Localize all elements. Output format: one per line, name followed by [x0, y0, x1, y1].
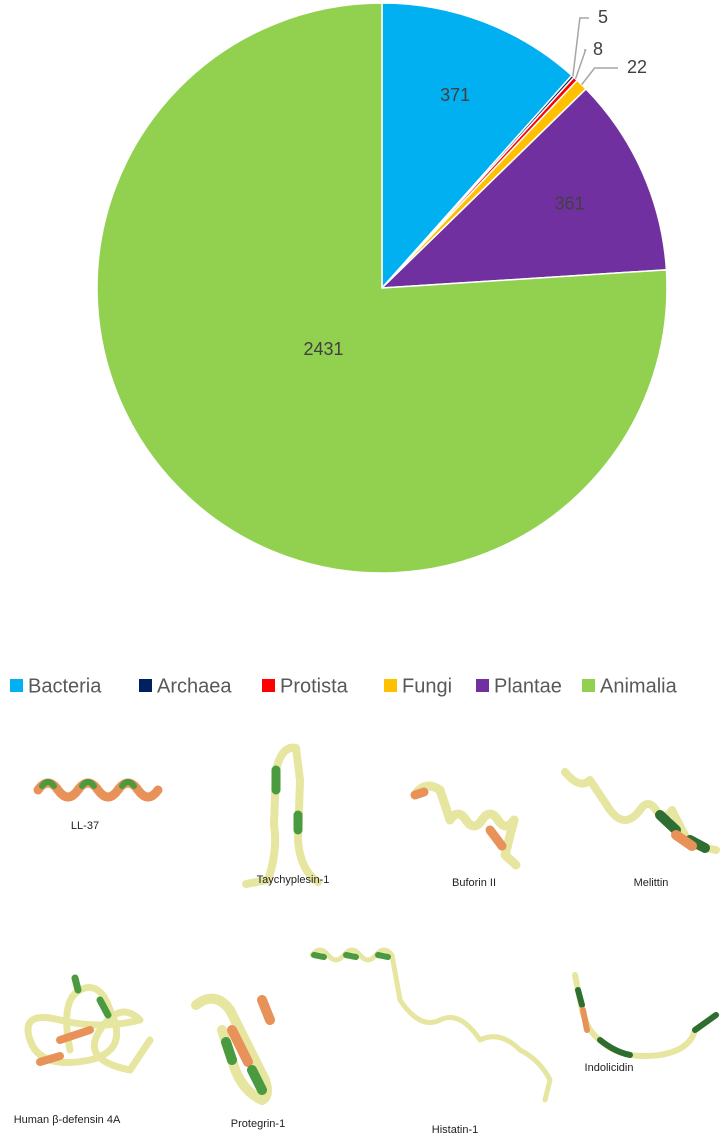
- structure-label: Taychyplesin-1: [257, 874, 330, 886]
- structure-ribbon: [410, 787, 507, 851]
- structure-ribbon: [575, 987, 719, 1058]
- structure-ribbon: [671, 830, 697, 851]
- legend-swatch: [582, 679, 595, 692]
- pie-slice: [381, 2, 573, 290]
- legend-text: Animalia: [600, 675, 678, 697]
- legend-swatch: [384, 679, 397, 692]
- legend-text: Protista: [280, 675, 349, 697]
- structure-ribbon: [71, 974, 112, 1019]
- structure-ribbon: [572, 972, 719, 1059]
- legend-text: Fungi: [402, 675, 452, 697]
- structure-ribbon: [271, 765, 303, 835]
- structure-ribbon: [221, 1037, 267, 1095]
- structure-ribbon: [311, 952, 391, 960]
- structure-label: Histatin-1: [432, 1124, 478, 1136]
- slice-label: 5: [598, 7, 608, 27]
- structure-label: Human β-defensin 4A: [14, 1114, 121, 1126]
- legend-text: Plantae: [494, 675, 562, 697]
- structure-images: [24, 743, 720, 1105]
- structure-label: Melittin: [634, 877, 669, 889]
- slice-label: 371: [440, 85, 470, 105]
- pie-slice: [96, 2, 668, 574]
- legend-text: Archaea: [157, 675, 232, 697]
- leader-line: [581, 67, 618, 86]
- slice-label: 8: [593, 39, 603, 59]
- legend-swatch: [10, 679, 23, 692]
- structure-label: Buforin II: [452, 877, 496, 889]
- structure-label: LL-37: [71, 820, 99, 832]
- structure-ribbon: [33, 778, 163, 802]
- slice-label: 2431: [303, 339, 343, 359]
- structure-ribbon: [24, 984, 154, 1074]
- leader-line: [574, 49, 587, 80]
- structure-label: Indolicidin: [585, 1062, 634, 1074]
- structure-ribbon: [191, 993, 272, 1105]
- structure-label: Protegrin-1: [231, 1118, 285, 1130]
- structure-ribbon: [580, 1007, 590, 1033]
- legend-swatch: [476, 679, 489, 692]
- slice-label: 22: [627, 57, 647, 77]
- structure-ribbon: [39, 779, 137, 789]
- structure-ribbon: [227, 995, 275, 1067]
- leader-line: [572, 17, 589, 77]
- slice-label: 361: [554, 193, 584, 213]
- legend-text: Bacteria: [28, 675, 102, 697]
- structure-ribbon: [309, 947, 553, 1103]
- legend-swatch: [139, 679, 152, 692]
- structure-ribbon: [36, 1026, 94, 1066]
- structure-ribbon: [242, 743, 322, 888]
- pie-slice: [380, 87, 668, 289]
- structure-ribbon: [410, 781, 521, 870]
- legend-swatch: [262, 679, 275, 692]
